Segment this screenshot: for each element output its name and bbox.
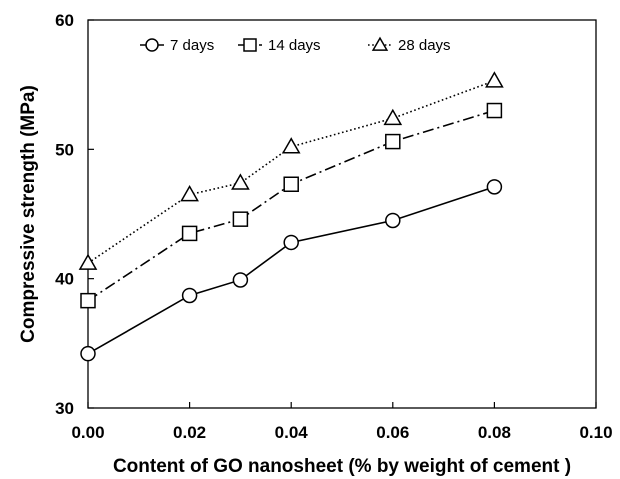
series-layer: [78, 71, 504, 362]
legend-marker: [243, 38, 257, 52]
legend-label: 14 days: [268, 37, 321, 54]
data-point-14-days: [232, 211, 249, 227]
data-point-28-days: [281, 137, 301, 154]
x-tick-label: 0.02: [173, 423, 206, 442]
legend-item-14-days: 14 days: [238, 37, 321, 54]
data-point-14-days: [80, 292, 96, 309]
y-tick-label: 30: [55, 399, 74, 418]
data-point-14-days: [283, 176, 299, 193]
data-point-14-days: [486, 102, 503, 119]
x-tick-label: 0.06: [376, 423, 409, 442]
data-point-7-days: [385, 212, 401, 229]
data-point-28-days: [383, 108, 403, 126]
series-line-7-days: [87, 186, 495, 355]
data-point-28-days: [78, 253, 98, 270]
legend-label: 28 days: [398, 37, 451, 54]
legend-marker: [145, 38, 159, 52]
series-28-days: [78, 71, 504, 270]
y-axis: 30 40 50 60: [55, 11, 94, 418]
legend-marker: [371, 36, 389, 51]
data-point-7-days: [232, 272, 249, 288]
series-line-28-days: [87, 80, 495, 264]
series-line-14-days: [87, 109, 495, 302]
data-point-14-days: [181, 225, 198, 242]
data-point-7-days: [283, 234, 299, 251]
legend: 7 days 14 days 28 days: [140, 36, 451, 54]
legend-item-28-days: 28 days: [368, 36, 451, 54]
data-point-28-days: [231, 173, 250, 190]
x-axis: 0.00 0.02 0.04 0.06 0.08 0.10: [71, 402, 613, 442]
x-tick-label: 0.10: [579, 423, 612, 442]
data-point-14-days: [385, 133, 401, 150]
series-7-days: [80, 179, 503, 362]
data-point-7-days: [486, 179, 503, 195]
x-tick-label: 0.00: [71, 423, 104, 442]
x-axis-title: Content of GO nanosheet (% by weight of …: [113, 456, 571, 477]
legend-label: 7 days: [170, 37, 214, 54]
data-point-28-days: [485, 71, 504, 88]
series-14-days: [80, 102, 503, 309]
y-tick-label: 50: [55, 140, 74, 159]
plot-frame: [87, 19, 597, 409]
data-point-28-days: [180, 185, 199, 202]
y-tick-label: 60: [55, 11, 74, 30]
y-axis-title: Compressive strength (MPa): [18, 85, 39, 343]
x-tick-label: 0.04: [275, 423, 309, 442]
x-tick-label: 0.08: [478, 423, 511, 442]
y-tick-label: 40: [55, 270, 74, 289]
data-point-7-days: [80, 345, 96, 362]
data-point-7-days: [181, 287, 198, 304]
legend-item-7-days: 7 days: [140, 37, 214, 54]
